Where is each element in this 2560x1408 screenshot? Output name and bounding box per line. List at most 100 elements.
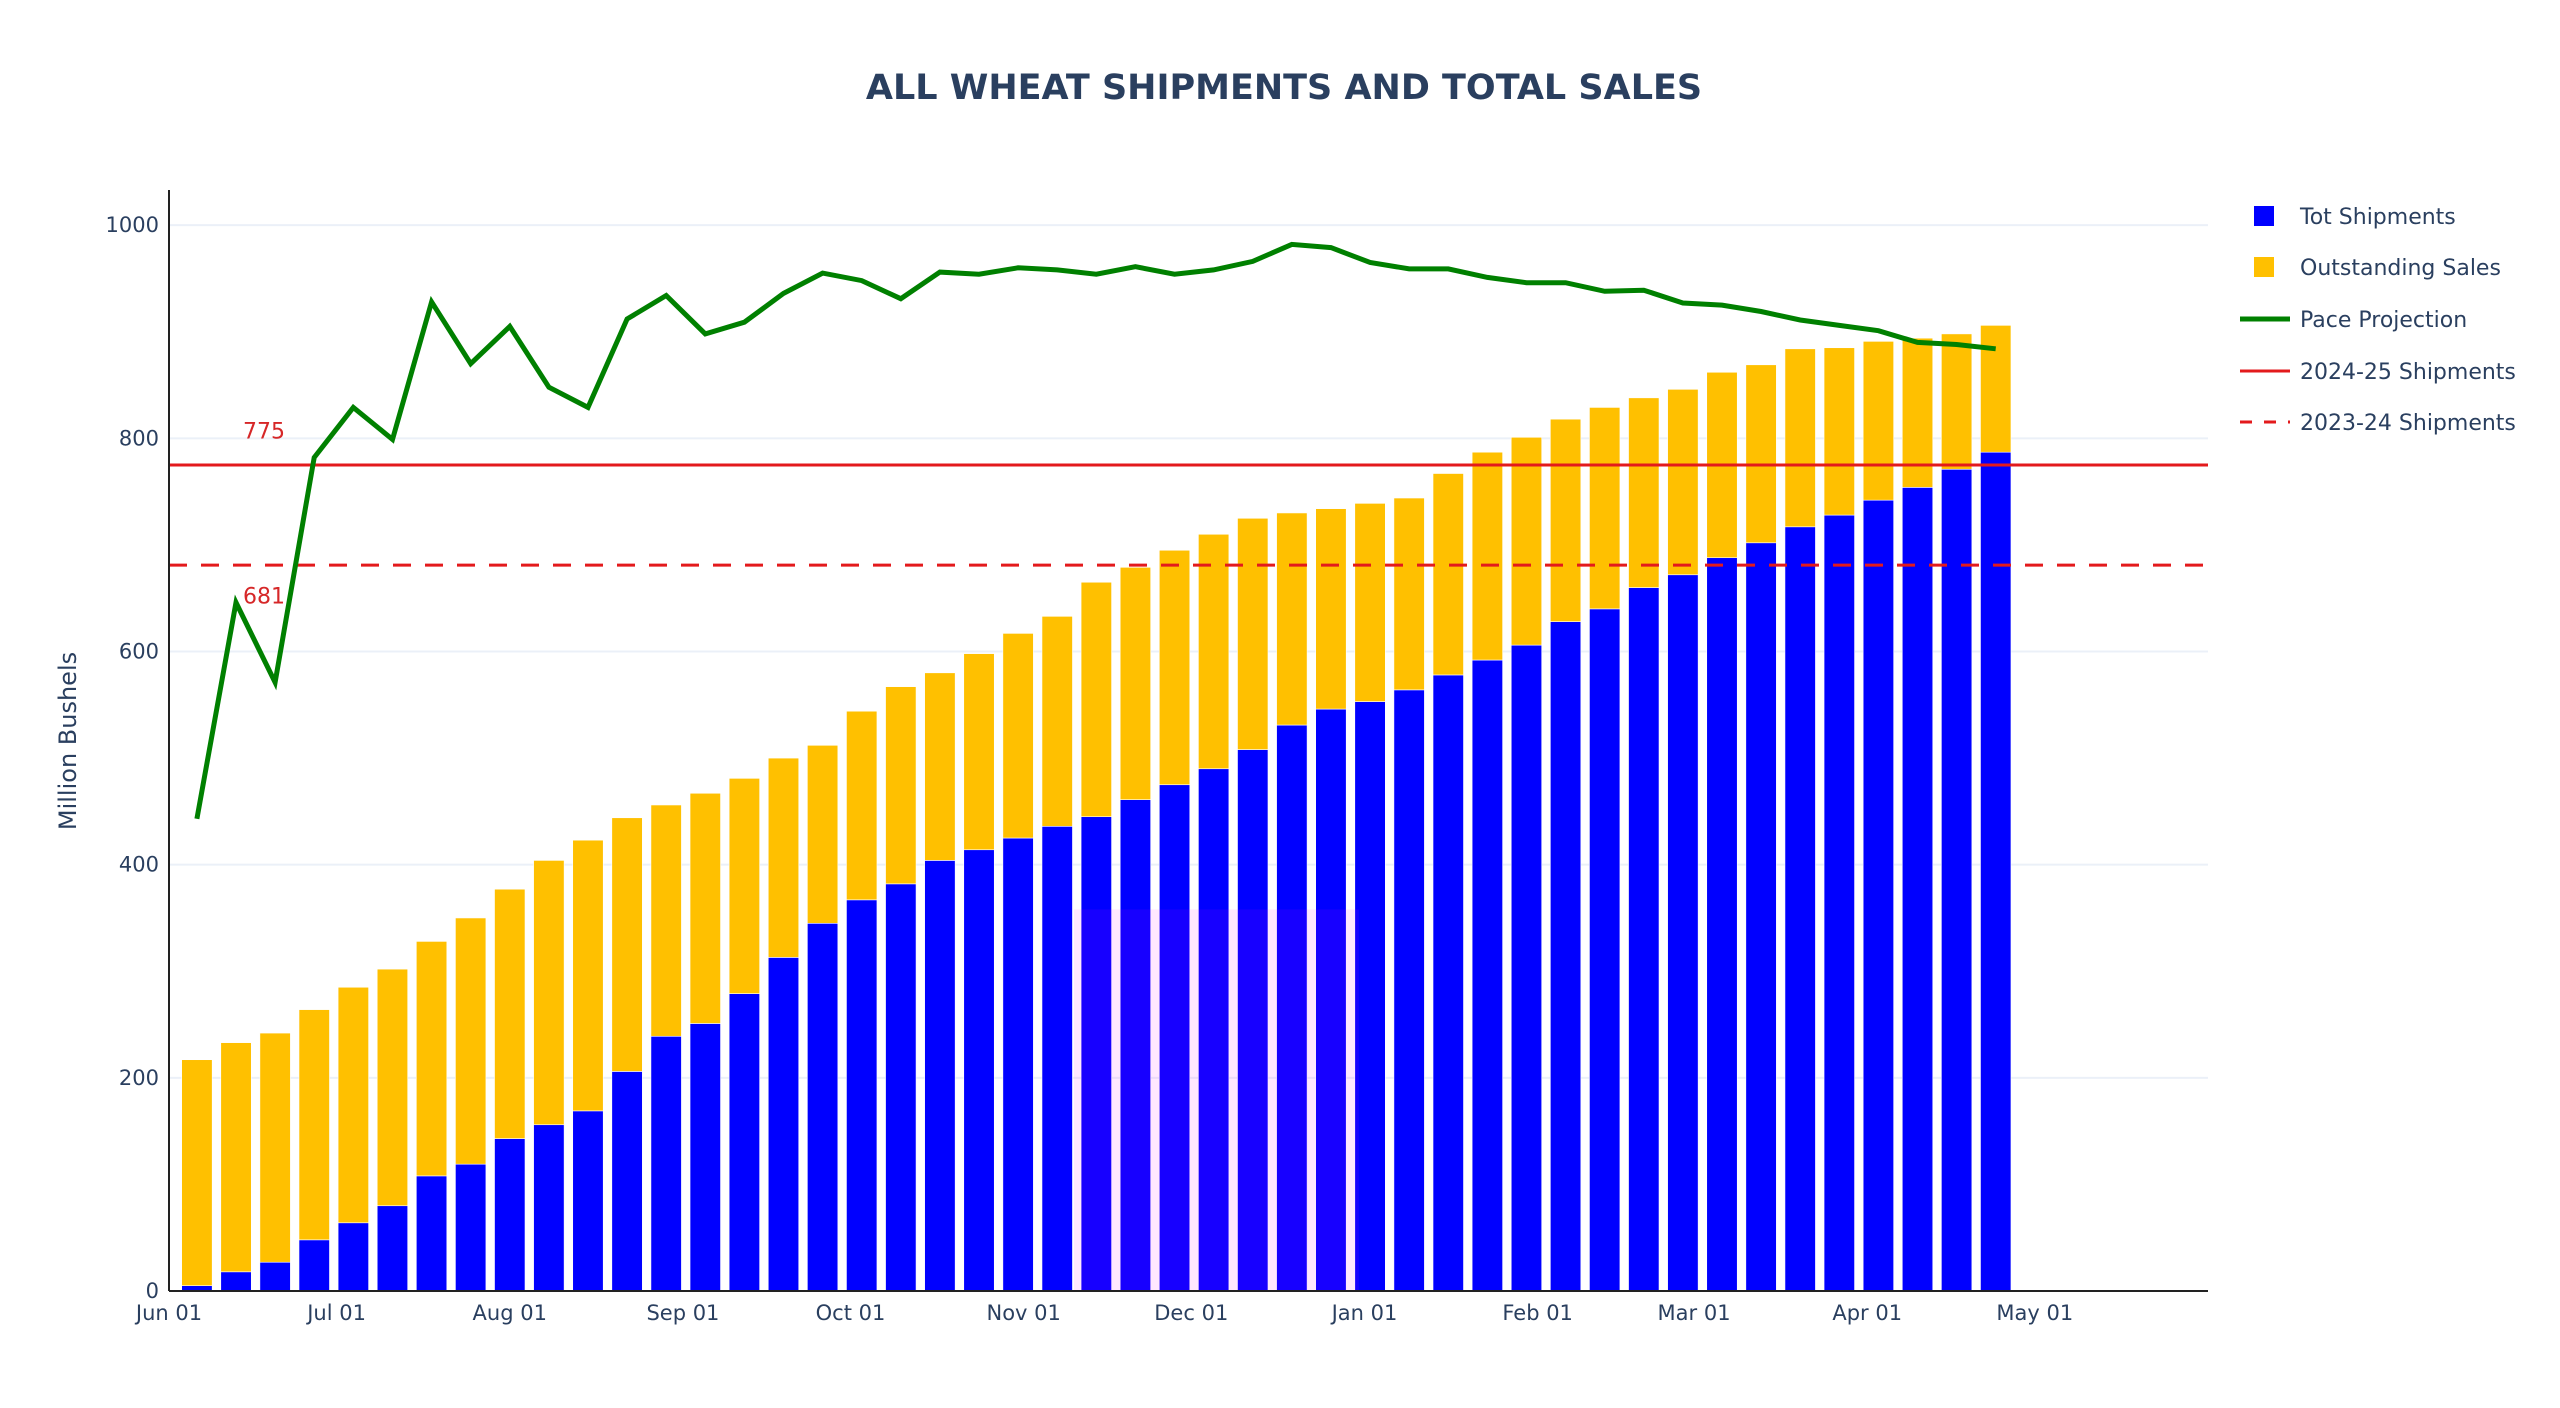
legend-item[interactable]: Tot Shipments	[2254, 205, 2456, 230]
bar-tot-shipments	[611, 1071, 643, 1292]
bar-tot-shipments	[807, 922, 839, 1292]
bar-tot-shipments	[1198, 768, 1230, 1292]
legend-label: 2024-25 Shipments	[2300, 360, 2516, 385]
x-tick-label: Nov 01	[987, 1301, 1061, 1325]
bar-outstanding-sales	[1237, 517, 1269, 750]
bar-tot-shipments	[1862, 499, 1894, 1292]
bar-tot-shipments	[924, 860, 956, 1292]
bar-outstanding-sales	[259, 1032, 291, 1263]
bar-tot-shipments	[455, 1163, 487, 1292]
bar-tot-shipments	[1510, 644, 1543, 1292]
legend: Tot Shipments Outstanding Sales Pace Proje…	[2240, 205, 2516, 436]
annotation-label: 775	[243, 419, 285, 444]
bar-outstanding-sales	[1901, 337, 1934, 488]
legend-swatch-icon	[2254, 257, 2274, 277]
y-axis-title: Million Bushels	[54, 652, 82, 830]
legend-item[interactable]: Outstanding Sales	[2254, 256, 2501, 281]
bar-outstanding-sales	[885, 686, 917, 885]
bar-outstanding-sales	[767, 757, 800, 958]
bar-outstanding-sales	[1784, 348, 1816, 528]
bar-outstanding-sales	[1941, 333, 1973, 470]
legend-label: Tot Shipments	[2299, 205, 2456, 230]
legend-label: Outstanding Sales	[2300, 256, 2501, 281]
x-tick-label: Mar 01	[1658, 1301, 1731, 1325]
bar-tot-shipments	[1158, 784, 1191, 1292]
bar-outstanding-sales	[1589, 407, 1621, 610]
x-tick-label: Oct 01	[816, 1301, 886, 1325]
bar-tot-shipments	[298, 1239, 330, 1292]
highlight-region	[1073, 909, 1359, 1291]
highlight-rect	[1073, 909, 1359, 1291]
bar-tot-shipments	[1432, 674, 1464, 1292]
x-tick-label: Aug 01	[473, 1301, 547, 1325]
bar-tot-shipments	[572, 1110, 604, 1292]
pace-line-group	[194, 241, 1996, 820]
y-tick-label: 1000	[106, 213, 159, 237]
annotations: 775 681	[243, 419, 285, 609]
legend-item[interactable]: Pace Projection	[2240, 308, 2467, 333]
y-tick-label: 800	[119, 426, 159, 450]
bar-outstanding-sales	[807, 744, 839, 924]
bar-tot-shipments	[1823, 514, 1855, 1292]
legend-swatch-icon	[2254, 206, 2274, 226]
bar-tot-shipments	[1706, 557, 1738, 1292]
legend-item[interactable]: 2023-24 Shipments	[2240, 411, 2516, 436]
bar-outstanding-sales	[1393, 497, 1425, 691]
bar-outstanding-sales	[1119, 567, 1151, 800]
bar-tot-shipments	[1393, 689, 1425, 1292]
bar-outstanding-sales	[1980, 325, 2012, 453]
bar-tot-shipments	[650, 1035, 682, 1292]
bar-outstanding-sales	[1471, 451, 1503, 661]
annotation-label: 681	[243, 585, 285, 610]
bar-tot-shipments	[846, 899, 878, 1292]
bar-outstanding-sales	[572, 839, 604, 1112]
bar-tot-shipments	[1980, 451, 2012, 1292]
bar-tot-shipments	[220, 1271, 252, 1292]
bar-outstanding-sales	[298, 1009, 330, 1241]
bars	[181, 325, 2012, 1292]
x-tick-label: Jun 01	[134, 1301, 202, 1325]
legend-label: Pace Projection	[2300, 308, 2467, 333]
bar-tot-shipments	[963, 849, 995, 1292]
bar-tot-shipments	[376, 1205, 409, 1292]
bar-outstanding-sales	[963, 653, 995, 851]
chart-title: ALL WHEAT SHIPMENTS AND TOTAL SALES	[866, 68, 1702, 108]
x-tick-label: Jul 01	[305, 1301, 366, 1325]
bar-outstanding-sales	[1745, 364, 1777, 544]
y-tick-labels: 0 200 400 600 800 1000	[106, 213, 159, 1303]
bar-outstanding-sales	[1198, 533, 1230, 770]
bar-outstanding-sales	[455, 917, 487, 1165]
y-tick-label: 400	[119, 853, 159, 877]
bar-outstanding-sales	[220, 1042, 252, 1273]
bar-outstanding-sales	[650, 804, 682, 1037]
bar-tot-shipments	[1745, 542, 1777, 1292]
x-tick-label: Sep 01	[646, 1301, 719, 1325]
legend-item[interactable]: 2024-25 Shipments	[2240, 360, 2516, 385]
legend-label: 2023-24 Shipments	[2300, 411, 2516, 436]
bar-tot-shipments	[337, 1222, 369, 1292]
bar-outstanding-sales	[1862, 341, 1894, 501]
bar-tot-shipments	[1550, 621, 1582, 1292]
x-tick-label: May 01	[1996, 1301, 2073, 1325]
bar-tot-shipments	[533, 1124, 565, 1292]
bar-tot-shipments	[1041, 825, 1073, 1292]
bar-outstanding-sales	[1667, 389, 1699, 576]
y-tick-label: 200	[119, 1066, 159, 1090]
bar-outstanding-sales	[611, 817, 643, 1072]
bar-outstanding-sales	[416, 941, 448, 1177]
bar-tot-shipments	[494, 1138, 526, 1292]
reference-lines	[169, 463, 2208, 567]
bar-outstanding-sales	[181, 1059, 213, 1286]
bar-tot-shipments	[1901, 487, 1934, 1292]
x-tick-label: Feb 01	[1502, 1301, 1573, 1325]
bar-outstanding-sales	[1080, 581, 1112, 818]
x-tick-label: Apr 01	[1832, 1301, 1902, 1325]
bar-outstanding-sales	[1550, 418, 1582, 622]
bar-outstanding-sales	[1354, 503, 1386, 702]
bar-outstanding-sales	[337, 986, 369, 1224]
bar-tot-shipments	[1667, 574, 1699, 1292]
bar-outstanding-sales	[494, 888, 526, 1139]
bar-tot-shipments	[728, 993, 760, 1292]
bar-outstanding-sales	[1276, 512, 1308, 726]
